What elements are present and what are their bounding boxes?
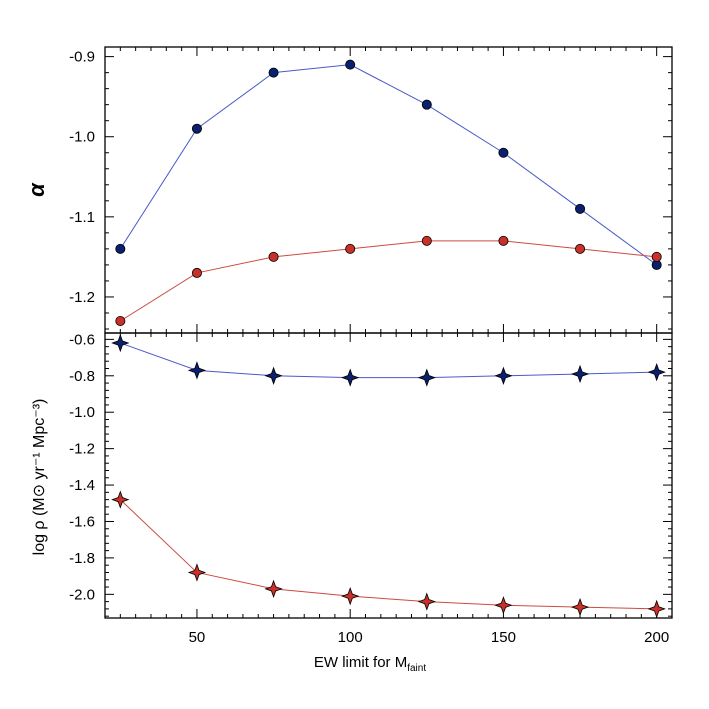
top-point-red	[191, 267, 202, 278]
bottom-xtick-label: 50	[189, 629, 206, 646]
top-point-red	[498, 235, 509, 246]
bottom-point-red	[111, 490, 130, 509]
bottom-point-red	[494, 596, 513, 615]
bottom-point-red	[417, 592, 436, 611]
top-point-red	[575, 243, 586, 254]
top-point-blue	[191, 123, 202, 134]
top-point-red	[115, 315, 126, 326]
bottom-ylabel: log ρ (M⊙ yr⁻¹ Mpc⁻³)	[31, 399, 48, 556]
bottom-point-blue	[264, 366, 283, 385]
bottom-series-blue-line	[120, 342, 657, 379]
bottom-point-red	[187, 563, 207, 582]
top-point-blue	[498, 147, 509, 158]
top-series-red-line	[120, 240, 657, 322]
top-ylabel: α	[24, 182, 49, 197]
bottom-ytick-label: -1.8	[69, 550, 95, 567]
top-ytick-label: -0.9	[69, 49, 95, 66]
bottom-xtick-label: 200	[644, 629, 669, 646]
bottom-point-blue	[341, 368, 360, 387]
top-point-blue	[575, 203, 586, 214]
top-ytick-label: -1.2	[69, 289, 95, 306]
top-point-red	[345, 243, 356, 254]
bottom-plot-frame	[104, 332, 673, 619]
bottom-ytick-label: -1.0	[69, 404, 95, 421]
top-series-blue-line	[119, 64, 657, 266]
bottom-point-blue	[111, 333, 130, 353]
bottom-ytick-label: -1.2	[69, 441, 95, 458]
bottom-ytick-label: -0.8	[69, 368, 95, 385]
bottom-point-blue	[570, 364, 590, 384]
bottom-point-red	[570, 597, 590, 617]
bottom-ytick-label: -1.4	[69, 477, 95, 494]
top-point-blue	[115, 243, 126, 254]
top-point-red	[268, 251, 279, 262]
bottom-xtick-label: 100	[338, 629, 363, 646]
top-ytick-label: -1.0	[69, 129, 95, 146]
bottom-ytick-label: -2.0	[69, 586, 95, 603]
bottom-point-blue	[417, 368, 436, 387]
bottom-point-red	[647, 599, 666, 619]
bottom-point-red	[341, 586, 360, 606]
top-point-red	[651, 251, 662, 262]
top-point-blue	[421, 99, 432, 110]
bottom-panel: 50 100 150 200 -2.0 -1.8 -1.6 -1.4 -1.2 -1.0 -0.8 -…	[69, 331, 673, 646]
top-panel: -1.2 -1.1 -1.0 -0.9	[69, 46, 673, 334]
top-point-blue	[268, 67, 279, 78]
xlabel-main: EW limit for M	[314, 654, 407, 671]
bottom-ytick-label: -1.6	[69, 513, 95, 530]
bottom-series-red-line	[119, 499, 657, 610]
top-plot-frame	[104, 46, 673, 334]
bottom-xtick-label: 150	[491, 629, 516, 646]
bottom-point-red	[264, 579, 283, 599]
xlabel-subscript: faint	[407, 663, 426, 674]
bottom-ytick-label: -0.6	[69, 331, 95, 348]
top-ytick-label: -1.1	[69, 209, 95, 226]
bottom-point-blue	[647, 362, 666, 382]
bottom-point-blue	[187, 361, 207, 380]
bottom-point-blue	[494, 366, 513, 385]
top-point-blue	[345, 59, 356, 70]
xlabel: EW limit for Mfaint	[314, 654, 426, 674]
top-point-red	[421, 235, 432, 246]
